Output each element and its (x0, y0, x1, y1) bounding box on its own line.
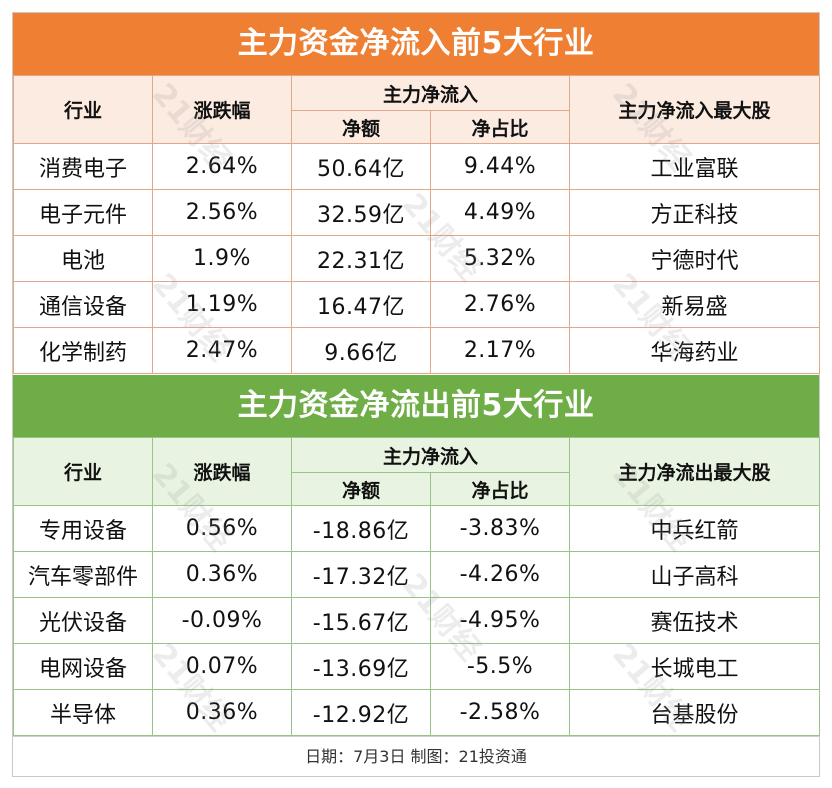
net-amount-cell: 32.59亿 (291, 189, 431, 236)
net-amount-cell: 9.66亿 (291, 327, 431, 374)
change-cell: 0.36% (152, 551, 292, 598)
net-amount-cell: -13.69亿 (291, 643, 431, 690)
net-amount-cell: -18.86亿 (291, 505, 431, 552)
industry-cell: 消费电子 (13, 143, 153, 190)
top-stock-cell: 华海药业 (569, 327, 821, 374)
top-stock-cell: 长城电工 (569, 643, 821, 690)
header-net-inflow-group: 主力净流入 (290, 75, 571, 111)
industry-cell: 电子元件 (13, 189, 153, 236)
top-stock-cell: 宁德时代 (569, 235, 821, 282)
top-stock-cell: 工业富联 (569, 143, 821, 190)
table-row: 电网设备 0.07% -13.69亿 -5.5% 长城电工 (13, 643, 821, 690)
net-amount-cell: -12.92亿 (291, 689, 431, 736)
top-stock-cell: 台基股份 (569, 689, 821, 736)
change-cell: -0.09% (152, 597, 292, 644)
footer-credit: 日期：7月3日 制图：21投资通 (13, 736, 819, 777)
net-ratio-cell: 4.49% (429, 189, 571, 236)
net-amount-cell: 22.31亿 (291, 235, 431, 282)
top-stock-cell: 山子高科 (569, 551, 821, 598)
header-net-inflow-group: 主力净流入 (290, 437, 571, 473)
net-ratio-cell: -2.58% (429, 689, 571, 736)
net-amount-cell: 50.64亿 (291, 143, 431, 190)
table-row: 消费电子 2.64% 50.64亿 9.44% 工业富联 (13, 143, 821, 190)
header-top-stock: 主力净流入最大股 (569, 75, 821, 144)
table-row: 半导体 0.36% -12.92亿 -2.58% 台基股份 (13, 689, 821, 736)
table-row: 电池 1.9% 22.31亿 5.32% 宁德时代 (13, 235, 821, 282)
header-industry: 行业 (13, 437, 153, 506)
change-cell: 1.19% (152, 281, 292, 328)
table-row: 专用设备 0.56% -18.86亿 -3.83% 中兵红箭 (13, 505, 821, 552)
industry-cell: 通信设备 (13, 281, 153, 328)
table-row: 汽车零部件 0.36% -17.32亿 -4.26% 山子高科 (13, 551, 821, 598)
header-net-amount: 净额 (291, 472, 431, 506)
net-ratio-cell: -3.83% (429, 505, 571, 552)
industry-cell: 专用设备 (13, 505, 153, 552)
industry-cell: 光伏设备 (13, 597, 153, 644)
inflow-title: 主力资金净流入前5大行业 (13, 13, 819, 75)
header-net-ratio: 净占比 (429, 110, 571, 144)
outflow-title: 主力资金净流出前5大行业 (13, 375, 819, 437)
industry-cell: 电网设备 (13, 643, 153, 690)
change-cell: 2.56% (152, 189, 292, 236)
net-ratio-cell: 2.76% (429, 281, 571, 328)
inflow-subheader-row: 净额 净占比 (14, 110, 820, 144)
header-change: 涨跌幅 (152, 75, 292, 144)
top-stock-cell: 新易盛 (569, 281, 821, 328)
header-net-amount: 净额 (291, 110, 431, 144)
header-change: 涨跌幅 (152, 437, 292, 506)
change-cell: 0.07% (152, 643, 292, 690)
change-cell: 2.47% (152, 327, 292, 374)
change-cell: 1.9% (152, 235, 292, 282)
outflow-table: 行业 涨跌幅 主力净流入 主力净流出最大股 净额 净占比 专用设备 0.56% … (13, 437, 821, 736)
top-stock-cell: 方正科技 (569, 189, 821, 236)
net-ratio-cell: 9.44% (429, 143, 571, 190)
outflow-header-row: 行业 涨跌幅 主力净流入 主力净流出最大股 (13, 437, 821, 506)
header-net-ratio: 净占比 (429, 472, 571, 506)
table-row: 光伏设备 -0.09% -15.67亿 -4.95% 赛伍技术 (13, 597, 821, 644)
header-industry: 行业 (13, 75, 153, 144)
net-amount-cell: -15.67亿 (291, 597, 431, 644)
table-row: 通信设备 1.19% 16.47亿 2.76% 新易盛 (13, 281, 821, 328)
net-ratio-cell: 2.17% (429, 327, 571, 374)
change-cell: 0.36% (152, 689, 292, 736)
inflow-table: 行业 涨跌幅 主力净流入 主力净流入最大股 净额 净占比 消费电子 2.64% … (13, 75, 821, 374)
industry-cell: 化学制药 (13, 327, 153, 374)
inflow-header-row: 行业 涨跌幅 主力净流入 主力净流入最大股 (13, 75, 821, 144)
industry-cell: 电池 (13, 235, 153, 282)
net-ratio-cell: 5.32% (429, 235, 571, 282)
change-cell: 2.64% (152, 143, 292, 190)
industry-cell: 汽车零部件 (13, 551, 153, 598)
industry-cell: 半导体 (13, 689, 153, 736)
table-row: 化学制药 2.47% 9.66亿 2.17% 华海药业 (13, 327, 821, 374)
change-cell: 0.56% (152, 505, 292, 552)
net-ratio-cell: -4.26% (429, 551, 571, 598)
net-ratio-cell: -4.95% (429, 597, 571, 644)
net-ratio-cell: -5.5% (429, 643, 571, 690)
top-stock-cell: 中兵红箭 (569, 505, 821, 552)
top-stock-cell: 赛伍技术 (569, 597, 821, 644)
table-row: 电子元件 2.56% 32.59亿 4.49% 方正科技 (13, 189, 821, 236)
infographic: 主力资金净流入前5大行业 行业 涨跌幅 主力净流入 主力净流入最大股 净额 净占… (12, 12, 821, 777)
header-top-stock: 主力净流出最大股 (569, 437, 821, 506)
net-amount-cell: 16.47亿 (291, 281, 431, 328)
net-amount-cell: -17.32亿 (291, 551, 431, 598)
